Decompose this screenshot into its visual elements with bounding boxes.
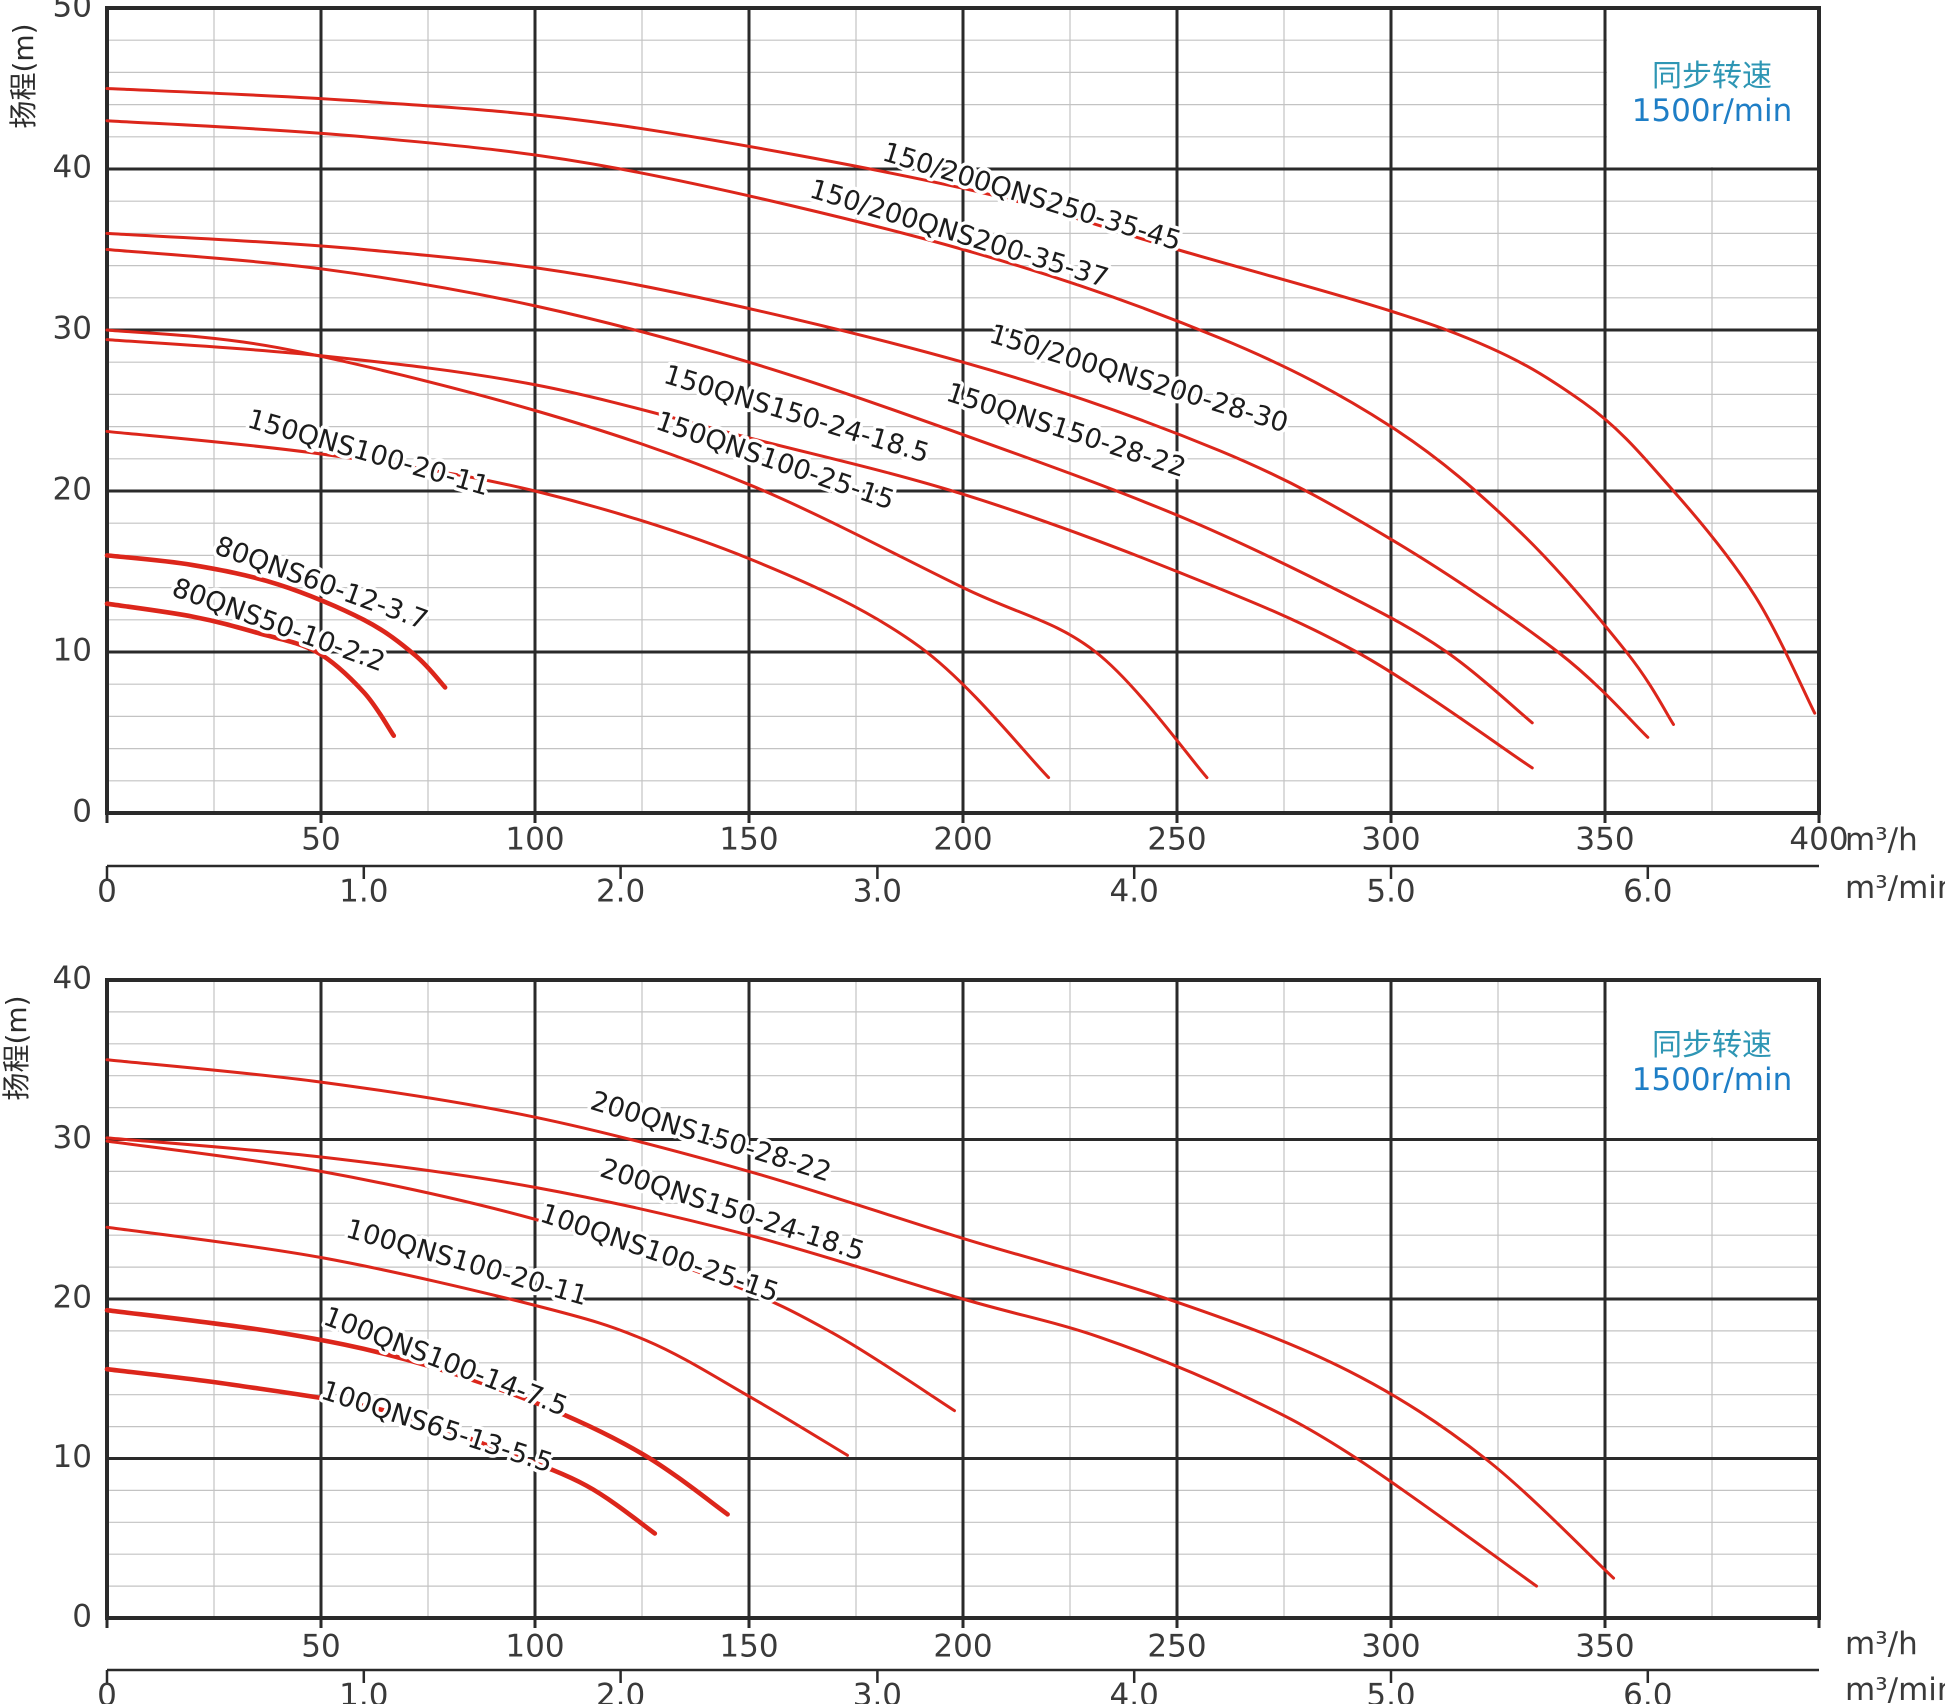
y-tick-label: 30 <box>53 1120 92 1156</box>
x-tick-label-m3h: 400 <box>1789 822 1848 858</box>
sync-speed-title-top: 同步转速 <box>1652 59 1772 94</box>
y-tick-label: 40 <box>53 150 92 186</box>
x-unit-m3min-top: m³/min <box>1845 870 1945 906</box>
curve-label-150QNS100-20-11: 150QNS100-20-11 <box>244 404 493 503</box>
x-unit-m3h-bottom: m³/h <box>1845 1626 1918 1662</box>
curve-100QNS100-14-7.5 <box>104 1307 730 1517</box>
curves <box>104 87 1817 780</box>
sync-speed-value-top: 1500r/min <box>1631 93 1793 129</box>
x-tick-label-m3min: 1.0 <box>339 1678 388 1704</box>
grid-major <box>105 978 1821 1628</box>
x-tick-label-m3min: 2.0 <box>596 1678 645 1704</box>
grid-major <box>105 6 1821 823</box>
curve-150QNS150-28-22 <box>105 248 1534 725</box>
curves <box>104 1058 1616 1588</box>
x-tick-label-m3h: 150 <box>719 1629 778 1665</box>
x-tick-label-m3h: 200 <box>933 822 992 858</box>
sync-speed-title-bottom: 同步转速 <box>1652 1028 1772 1063</box>
curve-100QNS100-25-15 <box>105 1139 956 1413</box>
y-tick-label: 0 <box>72 794 92 830</box>
y-tick-label: 0 <box>72 1599 92 1635</box>
curve-100QNS100-20-11 <box>105 1225 849 1457</box>
y-tick-label: 10 <box>53 633 92 669</box>
x-tick-label-m3min: 4.0 <box>1110 1678 1159 1704</box>
x-tick-label-m3min: 3.0 <box>853 874 902 910</box>
y-axis-title-top: 扬程(m) <box>7 23 40 129</box>
y-axis-title-bottom: 扬程(m) <box>0 995 33 1101</box>
plot-border <box>105 978 1821 1620</box>
x-tick-label-m3min: 5.0 <box>1366 1678 1415 1704</box>
y-tick-label: 30 <box>53 311 92 347</box>
curve-150QNS150-24-18.5 <box>105 338 1534 770</box>
curve-150/200QNS200-35-37 <box>105 119 1675 726</box>
x-tick-label-m3h: 300 <box>1361 1629 1420 1665</box>
x-tick-label-m3min: 6.0 <box>1623 874 1672 910</box>
x-tick-label-m3h: 50 <box>301 822 340 858</box>
sync-speed-note-bottom: 同步转速 1500r/min <box>1607 1028 1817 1098</box>
x-tick-label-m3h: 350 <box>1575 1629 1634 1665</box>
x-tick-label-m3h: 250 <box>1147 1629 1206 1665</box>
x-unit-m3h-top: m³/h <box>1845 822 1918 858</box>
x-tick-label-m3h: 100 <box>505 822 564 858</box>
curve-200QNS150-28-22 <box>105 1058 1616 1580</box>
x-tick-label-m3h: 200 <box>933 1629 992 1665</box>
curve-80QNS50-10-2.2 <box>104 601 397 739</box>
x-tick-label-m3min: 0 <box>97 874 117 910</box>
curve-100QNS65-13-5.5 <box>104 1366 658 1536</box>
y-tick-label: 50 <box>53 0 92 25</box>
speed-note-cell <box>1607 982 1817 1138</box>
curve-150QNS100-25-15 <box>105 328 1209 780</box>
x-tick-label-m3h: 350 <box>1575 822 1634 858</box>
sync-speed-note-top: 同步转速 1500r/min <box>1607 59 1817 129</box>
curve-150/200QNS200-28-30 <box>105 231 1650 739</box>
y-tick-label: 40 <box>53 961 92 997</box>
x-tick-label-m3h: 250 <box>1147 822 1206 858</box>
x-tick-label-m3h: 50 <box>301 1629 340 1665</box>
plot-border <box>105 6 1821 815</box>
x-tick-label-m3h: 150 <box>719 822 778 858</box>
chart-bottom: 0 10 20 30 40 50 100 150 200 250 300 350 0 1.0 2.0 3.0 4… <box>53 961 1821 1704</box>
x-tick-label-m3h: 100 <box>505 1629 564 1665</box>
chart-top: 0 10 20 30 40 50 50 100 150 200 250 300 350 400 0 1.0 2.… <box>53 0 1849 910</box>
y-tick-label: 20 <box>53 1280 92 1316</box>
x-unit-m3min-bottom: m³/min <box>1845 1672 1945 1704</box>
x-tick-label-m3min: 0 <box>97 1678 117 1704</box>
curve-200QNS150-24-18.5 <box>105 1136 1539 1588</box>
x-tick-label-m3min: 2.0 <box>596 874 645 910</box>
x-tick-label-m3min: 3.0 <box>853 1678 902 1704</box>
x-tick-label-m3min: 1.0 <box>339 874 388 910</box>
x-tick-label-m3min: 4.0 <box>1110 874 1159 910</box>
x-tick-label-m3min: 5.0 <box>1366 874 1415 910</box>
curve-150/200QNS250-35-45 <box>105 87 1817 715</box>
x-tick-label-m3min: 6.0 <box>1623 1678 1672 1704</box>
y-tick-label: 10 <box>53 1439 92 1475</box>
y-tick-label: 20 <box>53 472 92 508</box>
sync-speed-value-bottom: 1500r/min <box>1631 1062 1793 1098</box>
curve-80QNS60-12-3.7 <box>104 553 448 690</box>
x-tick-label-m3h: 300 <box>1361 822 1420 858</box>
speed-note-cell <box>1607 10 1817 167</box>
curve-150QNS100-20-11 <box>105 429 1051 780</box>
